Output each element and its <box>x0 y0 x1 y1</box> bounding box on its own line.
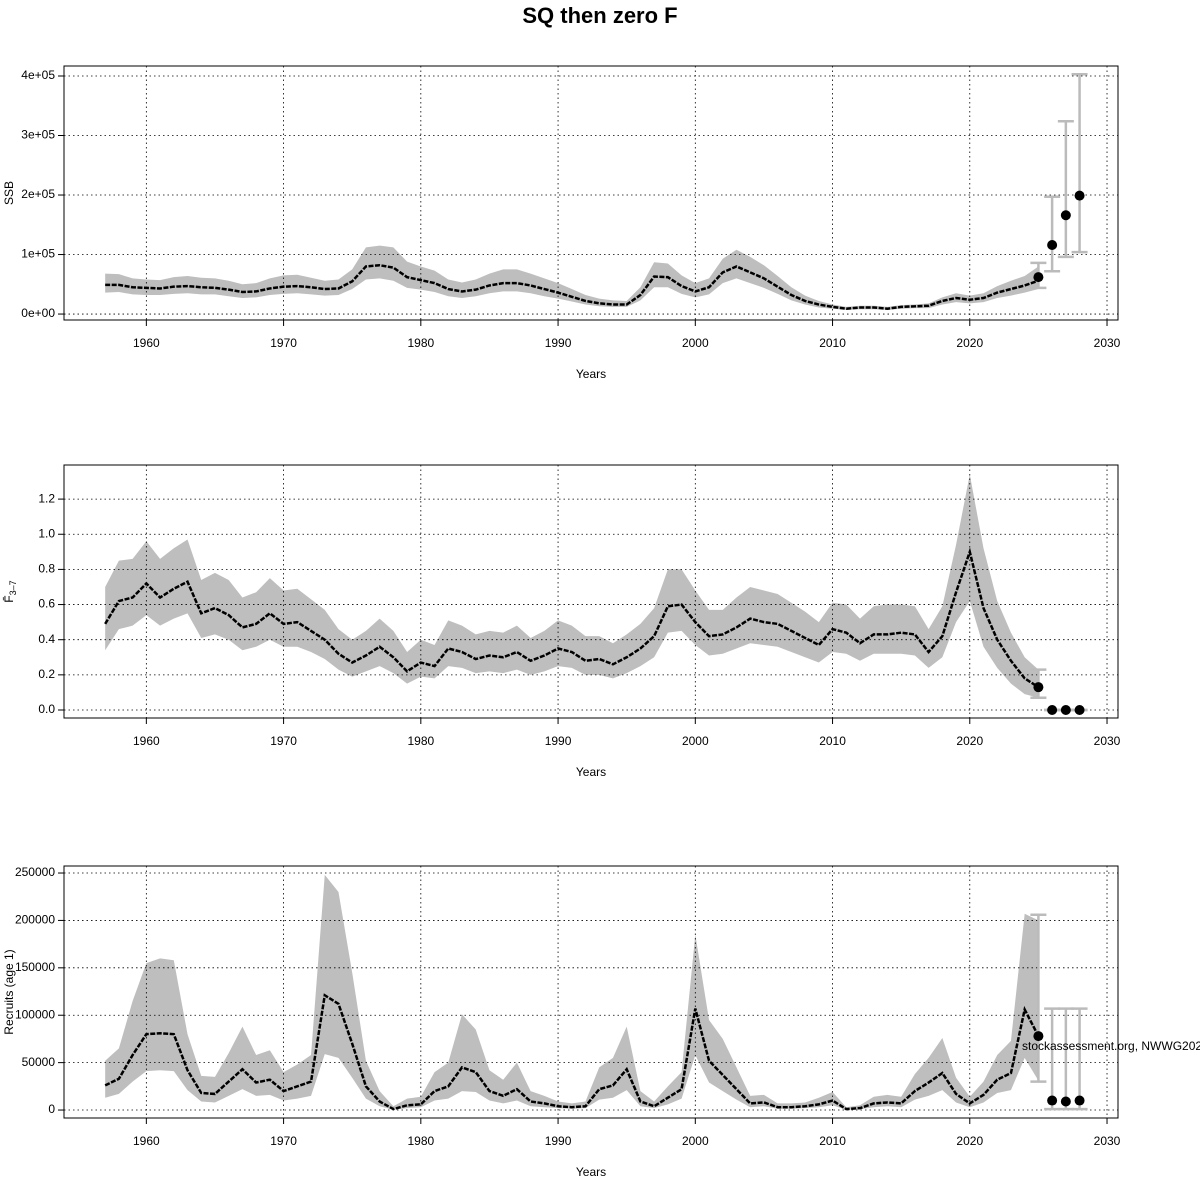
forecast-point <box>1060 1096 1071 1107</box>
x-tick-label: 2030 <box>1094 734 1121 748</box>
error-bar <box>1071 72 1088 254</box>
x-tick-label: 2010 <box>819 336 846 350</box>
y-tick-label: 1.2 <box>38 491 55 505</box>
y-axis-label-subscript: 3–7 <box>8 580 18 595</box>
error-bar <box>1044 195 1061 273</box>
y-axis-label: SSB <box>2 181 16 205</box>
x-tick-label: 1980 <box>407 336 434 350</box>
x-tick-label: 1960 <box>133 1134 160 1148</box>
y-tick-label: 4e+05 <box>21 68 55 82</box>
error-bar <box>1044 1007 1061 1111</box>
annotation: stockassessment.org, NWWG2025_ha <box>1022 1039 1200 1053</box>
y-tick-label: 0 <box>48 1102 55 1116</box>
forecast-point <box>1060 210 1071 221</box>
x-tick-label: 2010 <box>819 1134 846 1148</box>
y-axis-label: Recruits (age 1) <box>2 949 16 1034</box>
y-tick-label: 1e+05 <box>21 247 55 261</box>
y-tick-label: 0.0 <box>38 702 55 716</box>
plot-frame <box>63 865 1119 1119</box>
estimate-line <box>105 263 1039 310</box>
forecast-point <box>1047 705 1058 716</box>
confidence-band <box>105 474 1039 698</box>
error-bar <box>1057 1007 1074 1111</box>
forecast-point <box>1047 1095 1058 1106</box>
y-axis-label-main: F̄ <box>2 595 16 602</box>
x-tick-label: 1980 <box>407 1134 434 1148</box>
confidence-band <box>105 245 1039 310</box>
x-tick-label: 2000 <box>682 734 709 748</box>
x-tick-label: 1970 <box>270 1134 297 1148</box>
x-tick-label: 1990 <box>545 734 572 748</box>
y-tick-label: 0.6 <box>38 597 55 611</box>
x-tick-label: 2000 <box>682 1134 709 1148</box>
y-tick-label: 1.0 <box>38 526 55 540</box>
y-tick-label: 2e+05 <box>21 187 55 201</box>
forecast-point <box>1033 1031 1044 1042</box>
forecast-point <box>1074 1095 1085 1106</box>
plot-frame <box>63 65 1119 321</box>
x-tick-label: 1970 <box>270 336 297 350</box>
y-tick-label: 0e+00 <box>21 306 55 320</box>
x-axis-label: Years <box>576 367 606 381</box>
x-axis-label: Years <box>576 1165 606 1179</box>
y-tick-label: 3e+05 <box>21 128 55 142</box>
forecast-point <box>1074 705 1085 716</box>
x-tick-label: 2020 <box>956 734 983 748</box>
x-tick-label: 2000 <box>682 336 709 350</box>
error-bar <box>1071 1007 1088 1111</box>
y-axis-label-main: Recruits (age 1) <box>2 949 16 1034</box>
confidence-band <box>105 874 1039 1110</box>
y-tick-label: 200000 <box>15 913 55 927</box>
y-tick-label: 0.8 <box>38 562 55 576</box>
x-tick-label: 1970 <box>270 734 297 748</box>
x-tick-label: 1980 <box>407 734 434 748</box>
forecast-point <box>1047 240 1058 251</box>
estimate-line <box>104 547 1040 689</box>
figure-title: SQ then zero F <box>522 3 677 28</box>
x-tick-label: 1960 <box>133 336 160 350</box>
error-bar <box>1030 913 1047 1083</box>
x-tick-label: 1960 <box>133 734 160 748</box>
y-tick-label: 0.2 <box>38 667 55 681</box>
y-tick-label: 250000 <box>15 865 55 879</box>
y-tick-label: 50000 <box>22 1055 56 1069</box>
x-tick-label: 1990 <box>545 336 572 350</box>
x-tick-label: 2030 <box>1094 1134 1121 1148</box>
error-bar <box>1057 119 1074 259</box>
y-tick-label: 100000 <box>15 1007 55 1021</box>
y-axis-label: F̄3–7 <box>2 580 18 602</box>
y-tick-label: 0.4 <box>38 632 55 646</box>
forecast-point <box>1033 682 1044 693</box>
x-tick-label: 2020 <box>956 1134 983 1148</box>
forecast-point <box>1033 272 1044 283</box>
forecast-point <box>1074 190 1085 201</box>
estimate-line <box>104 993 1040 1111</box>
x-tick-label: 1990 <box>545 1134 572 1148</box>
y-axis-label-main: SSB <box>2 181 16 205</box>
y-tick-label: 150000 <box>15 960 55 974</box>
x-axis-label: Years <box>576 765 606 779</box>
plot-frame <box>63 464 1119 719</box>
x-tick-label: 2030 <box>1094 336 1121 350</box>
x-tick-label: 2010 <box>819 734 846 748</box>
forecast-point <box>1060 705 1071 716</box>
x-tick-label: 2020 <box>956 336 983 350</box>
